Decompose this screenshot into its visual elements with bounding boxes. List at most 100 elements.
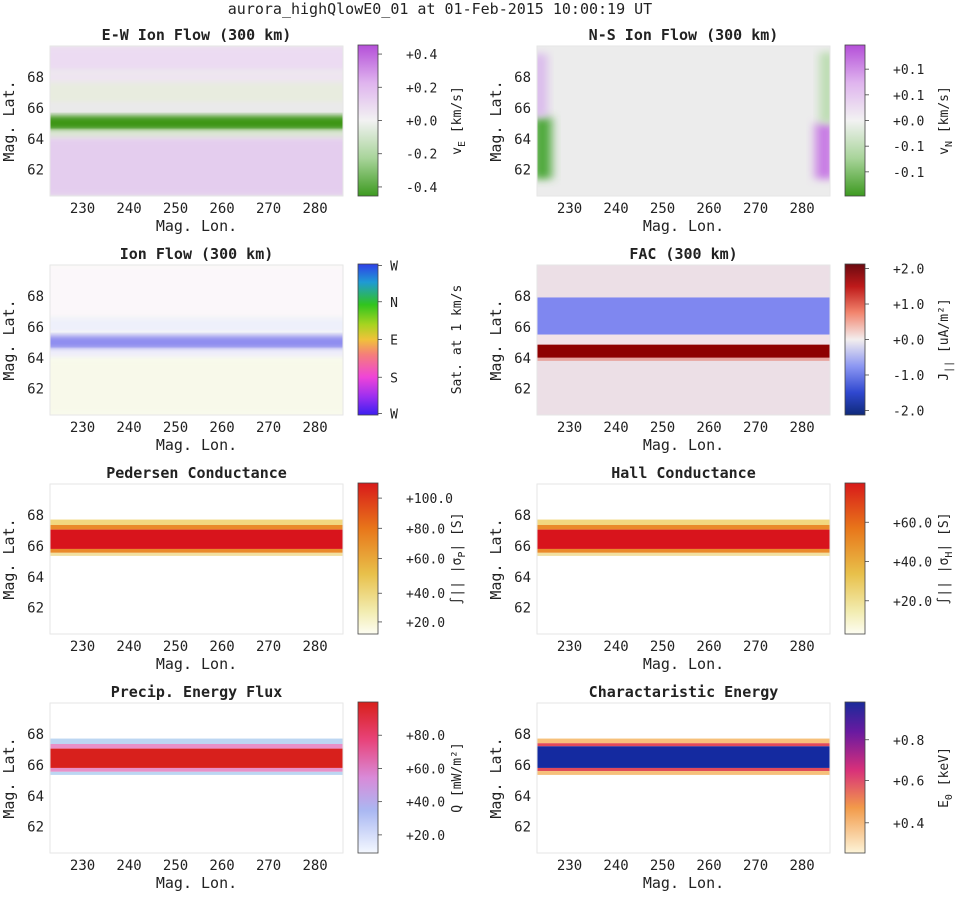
y-tick-label: 68 (514, 289, 531, 305)
x-tick-label: 250 (650, 639, 675, 655)
heatmap-band (537, 767, 830, 772)
plot-frame (49, 702, 344, 854)
x-axis-label: Mag. Lon. (643, 217, 724, 235)
x-tick-label: 260 (209, 420, 234, 436)
heatmap-image (537, 265, 830, 415)
colorbar-tick-label: +0.4 (893, 817, 924, 832)
heatmap-image (50, 46, 343, 196)
plot-frame (49, 264, 344, 416)
figure-title: aurora_highQlowE0_01 at 01-Feb-2015 10:0… (228, 0, 652, 18)
x-tick-label: 230 (557, 858, 582, 874)
colorbar-tick-label: +40.0 (406, 796, 445, 811)
colorbar-tick-label: +0.0 (893, 334, 924, 349)
x-tick-label: 240 (116, 420, 141, 436)
x-tick-label: 280 (302, 858, 327, 874)
heatmap-band (537, 552, 830, 556)
colorbar-tick-label: +2.0 (893, 263, 924, 278)
heatmap-band (537, 738, 830, 744)
y-tick-label: 66 (514, 539, 531, 555)
x-tick-label: 270 (743, 420, 768, 436)
x-tick-label: 280 (789, 858, 814, 874)
colorbar-tick-label: +0.6 (893, 775, 924, 790)
y-axis-label: Mag. Lat. (487, 518, 505, 599)
x-tick-label: 230 (557, 201, 582, 217)
colorbar-tick-label: -0.2 (406, 148, 437, 163)
colorbar (844, 263, 866, 416)
x-axis-label: Mag. Lon. (156, 874, 237, 892)
colorbar-tick-label: +0.4 (406, 48, 437, 63)
y-tick-label: 68 (514, 727, 531, 743)
colorbar-label: J|| [uA/m²] (937, 298, 955, 381)
colorbar-tick-label: +80.0 (406, 729, 445, 744)
heatmap-band (50, 748, 343, 768)
y-tick-label: 68 (27, 727, 44, 743)
colorbar (357, 44, 379, 197)
colorbar (844, 44, 866, 197)
heatmap-image (537, 703, 830, 853)
heatmap-band (50, 317, 343, 334)
heatmap-band (50, 115, 343, 131)
y-axis-label: Mag. Lat. (0, 80, 18, 161)
heatmap-band (50, 519, 343, 525)
colorbar-tick-label: -0.1 (893, 166, 924, 181)
panel-title: FAC (300 km) (629, 245, 737, 263)
panel-flow: Ion Flow (300 km) 230 240 250 260 270 280 62 64 6… (0, 245, 465, 454)
y-axis-label: Mag. Lat. (487, 737, 505, 818)
colorbar-tick-label: +100.0 (406, 492, 453, 507)
panel-title: Hall Conductance (611, 464, 756, 482)
x-tick-label: 240 (603, 639, 628, 655)
heatmap-band (50, 46, 343, 71)
heatmap-band (50, 349, 343, 358)
panel-title: Charactaristic Energy (589, 683, 779, 701)
x-tick-label: 260 (209, 639, 234, 655)
y-tick-label: 66 (27, 758, 44, 774)
heatmap-edge-feature (537, 53, 547, 118)
panel-ped: Pedersen Conductance 230 240 250 260 270 280 62… (0, 464, 468, 673)
x-tick-label: 270 (256, 858, 281, 874)
colorbar-tick-label: +60.0 (406, 762, 445, 777)
colorbar-tick-label: S (390, 371, 398, 386)
y-tick-label: 64 (514, 570, 531, 586)
x-tick-label: 230 (70, 858, 95, 874)
colorbar-tick-label: -1.0 (893, 369, 924, 384)
x-tick-label: 250 (650, 201, 675, 217)
y-tick-label: 62 (27, 163, 44, 179)
x-axis-label: Mag. Lon. (643, 655, 724, 673)
heatmap-band (50, 767, 343, 772)
x-tick-label: 260 (696, 639, 721, 655)
heatmap-background (50, 703, 343, 853)
heatmap-background (537, 46, 830, 196)
x-tick-label: 270 (743, 639, 768, 655)
plot-frame (49, 45, 344, 197)
x-tick-label: 230 (557, 639, 582, 655)
x-tick-label: 280 (302, 201, 327, 217)
x-tick-label: 250 (163, 858, 188, 874)
y-tick-label: 68 (27, 508, 44, 524)
heatmap-background (537, 484, 830, 634)
x-tick-label: 240 (603, 201, 628, 217)
colorbar-label: vN [km/s] (937, 86, 955, 155)
colorbar-tick-label: -0.1 (893, 140, 924, 155)
heatmap-band (537, 746, 830, 768)
colorbar-label: ∫|| |σP| [S] (449, 512, 468, 604)
y-tick-label: 66 (514, 758, 531, 774)
y-tick-label: 68 (514, 508, 531, 524)
colorbar-tick-label: +40.0 (893, 556, 932, 571)
colorbar (357, 482, 379, 635)
x-tick-label: 250 (163, 420, 188, 436)
y-tick-label: 66 (27, 539, 44, 555)
heatmap-edge-feature (820, 52, 830, 124)
heatmap-background (50, 484, 343, 634)
colorbar-tick-label: +0.0 (893, 115, 924, 130)
x-tick-label: 280 (302, 639, 327, 655)
y-tick-label: 64 (27, 351, 44, 367)
y-tick-label: 66 (514, 320, 531, 336)
x-axis-label: Mag. Lon. (156, 217, 237, 235)
x-axis-label: Mag. Lon. (156, 655, 237, 673)
x-tick-label: 250 (163, 201, 188, 217)
colorbar-tick-label: +0.8 (893, 734, 924, 749)
panel-title: Precip. Energy Flux (111, 683, 283, 701)
y-tick-label: 62 (27, 382, 44, 398)
colorbar-tick-label: -0.4 (406, 181, 437, 196)
panel-title: E-W Ion Flow (300 km) (102, 26, 292, 44)
